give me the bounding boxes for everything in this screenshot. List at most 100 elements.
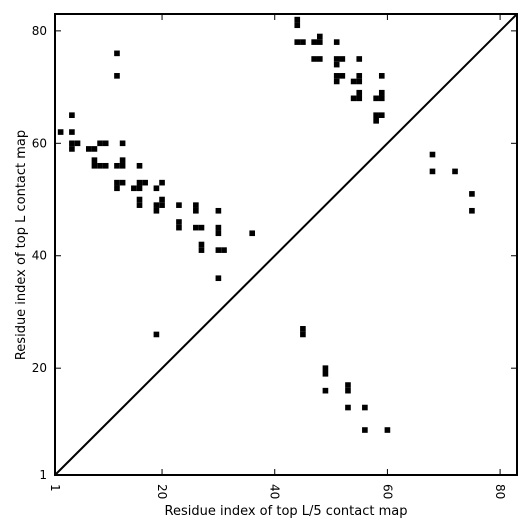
contact-point-upper [221, 247, 227, 253]
contact-point-lower [322, 387, 329, 394]
contact-point-upper [159, 196, 165, 203]
x-axis-label: Residue index of top L/5 contact map [165, 504, 408, 519]
contact-point-upper [142, 179, 148, 186]
contact-point-upper [136, 196, 143, 203]
contact-point-upper [333, 61, 340, 68]
y-tick-label: 1 [39, 468, 47, 482]
contact-point-upper [356, 73, 363, 79]
contact-point-upper [153, 185, 160, 192]
x-tick-label: 20 [155, 484, 169, 499]
contact-point-upper [316, 39, 323, 45]
contact-point-upper [119, 179, 126, 186]
contact-point-upper [339, 73, 346, 79]
contact-point-upper [119, 157, 126, 163]
contact-point-upper [378, 89, 385, 96]
contact-point-upper [91, 162, 98, 169]
contact-point-upper [198, 241, 205, 248]
contact-point-upper [373, 112, 379, 118]
y-axis-label: Residue index of top L contact map [14, 130, 29, 360]
contact-point-lower [345, 382, 351, 388]
x-tick-label: 40 [268, 484, 282, 499]
contact-point-upper [69, 146, 75, 152]
contact-point-upper [91, 157, 98, 163]
contact-point-upper [153, 207, 160, 214]
x-tick-label: 80 [493, 484, 507, 499]
contact-point-upper [356, 95, 363, 102]
contact-point-upper [136, 162, 143, 169]
y-tick-label: 20 [32, 361, 47, 375]
contact-point-upper [373, 95, 379, 102]
contact-point-upper [114, 179, 120, 186]
contact-point-upper [373, 118, 379, 124]
contact-point-upper [198, 224, 205, 231]
contact-markers [57, 16, 475, 433]
contact-point-upper [176, 202, 182, 208]
contact-point-upper [176, 219, 182, 225]
contact-point-upper [350, 95, 357, 102]
contact-point-upper [378, 95, 385, 102]
contact-point-lower [322, 370, 329, 377]
contact-point-upper [294, 16, 301, 23]
contact-point-upper [350, 78, 357, 85]
y-tick-label: 80 [32, 24, 47, 38]
x-axis-ticks: 1 20 40 60 80 [48, 14, 507, 499]
contact-point-lower [345, 404, 351, 411]
contact-point-upper [97, 162, 103, 169]
contact-point-upper [452, 168, 458, 175]
contact-point-upper [176, 224, 182, 231]
contact-point-upper [356, 56, 363, 62]
contact-point-upper [249, 230, 256, 237]
contact-point-upper [311, 39, 317, 45]
contact-point-upper [215, 247, 222, 253]
contact-point-upper [333, 56, 340, 62]
y-tick-label: 60 [32, 136, 47, 150]
contact-point-upper [57, 129, 64, 135]
contact-point-upper [69, 112, 75, 118]
contact-point-upper [294, 39, 301, 45]
contact-point-upper [159, 202, 165, 208]
contact-point-upper [294, 22, 301, 29]
contact-point-upper [193, 207, 199, 214]
contact-point-lower [362, 427, 368, 433]
contact-point-upper [114, 162, 120, 169]
contact-point-upper [114, 73, 120, 79]
contact-point-upper [69, 129, 75, 135]
contact-point-upper [316, 56, 323, 62]
y-tick-label: 40 [32, 249, 47, 263]
contact-point-upper [215, 275, 222, 282]
contact-point-upper [378, 73, 385, 79]
contact-point-upper [97, 140, 103, 147]
x-tick-label: 60 [380, 484, 394, 499]
contact-point-upper [102, 162, 109, 169]
contact-point-upper [333, 73, 340, 79]
contact-point-upper [300, 39, 306, 45]
contact-point-upper [429, 151, 436, 158]
contact-point-upper [102, 140, 109, 147]
contact-point-upper [215, 207, 222, 214]
contact-point-upper [69, 140, 75, 147]
contact-point-lower [300, 331, 306, 338]
contact-point-upper [333, 39, 340, 45]
contact-point-upper [159, 179, 165, 186]
contact-point-upper [356, 78, 363, 85]
contact-point-lower [345, 387, 351, 394]
contact-point-upper [114, 50, 120, 57]
plot-frame [54, 13, 518, 476]
contact-point-upper [215, 230, 222, 237]
contact-point-upper [74, 140, 81, 147]
contact-point-upper [119, 140, 126, 147]
contact-point-upper [131, 185, 137, 192]
contact-point-upper [311, 56, 317, 62]
contact-point-lower [300, 326, 306, 332]
contact-point-upper [198, 247, 205, 253]
contact-point-upper [114, 185, 120, 192]
contact-point-upper [193, 224, 199, 231]
contact-point-upper [378, 112, 385, 118]
contact-point-upper [119, 162, 126, 169]
contact-point-upper [356, 89, 363, 96]
contact-point-upper [215, 224, 222, 231]
contact-point-upper [339, 56, 346, 62]
contact-point-upper [85, 146, 92, 152]
contact-point-upper [333, 78, 340, 85]
contact-point-upper [136, 179, 143, 186]
